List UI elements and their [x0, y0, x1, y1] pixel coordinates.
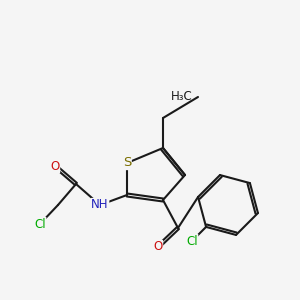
Text: H₃C: H₃C — [171, 89, 193, 103]
Text: NH: NH — [91, 199, 109, 212]
Text: O: O — [50, 160, 60, 172]
Text: S: S — [123, 157, 131, 169]
Text: Cl: Cl — [34, 218, 46, 230]
Text: Cl: Cl — [186, 235, 198, 248]
Text: O: O — [153, 241, 163, 254]
